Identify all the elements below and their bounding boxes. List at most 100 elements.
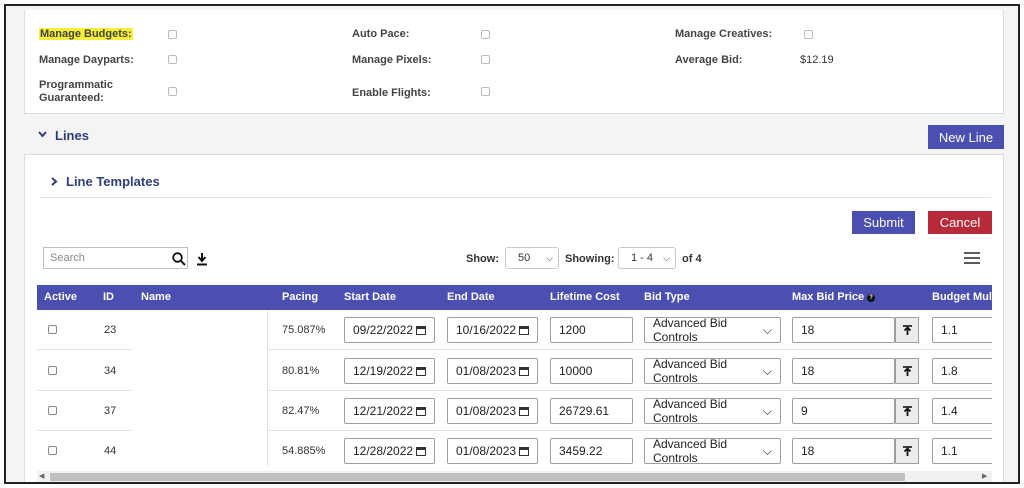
col-bid-type[interactable]: Bid Type xyxy=(644,291,690,303)
line-templates-toggle[interactable]: Line Templates xyxy=(51,174,160,189)
chevron-down-icon xyxy=(38,130,47,141)
calendar-icon[interactable] xyxy=(416,446,426,456)
col-end-date[interactable]: End Date xyxy=(447,291,495,303)
col-lifetime-cost[interactable]: Lifetime Cost xyxy=(550,291,620,303)
divider xyxy=(39,197,991,198)
lines-table: Active ID Name Pacing Start Date End Dat… xyxy=(37,285,992,467)
calendar-icon[interactable] xyxy=(519,366,529,376)
scroll-right-icon[interactable]: ▶ xyxy=(982,473,988,480)
col-pacing[interactable]: Pacing xyxy=(282,291,319,303)
search-icon[interactable] xyxy=(171,251,187,267)
budget-mult-input[interactable]: 1.4 xyxy=(932,398,992,424)
manage-creatives-checkbox[interactable] xyxy=(804,30,813,39)
auto-pace-label: Auto Pace: xyxy=(352,28,410,40)
chevron-down-icon: ⌵ xyxy=(762,403,772,418)
calendar-icon[interactable] xyxy=(416,325,426,335)
end-date-input[interactable]: 01/08/2023 xyxy=(447,398,538,424)
submit-button[interactable]: Submit xyxy=(852,211,915,234)
col-budget-mult[interactable]: Budget Mult xyxy=(932,291,992,303)
max-bid-input[interactable]: 18 xyxy=(792,317,895,343)
budget-mult-input[interactable]: 1.1 xyxy=(932,438,992,464)
lifetime-cost-input[interactable]: 10000 xyxy=(550,358,633,384)
bid-type-select[interactable]: Advanced Bid Controls ⌵ xyxy=(644,437,781,465)
page-size-value: 50 xyxy=(518,252,531,264)
start-date-input[interactable]: 12/21/2022 xyxy=(344,398,435,424)
manage-dayparts-checkbox[interactable] xyxy=(168,55,177,64)
max-bid-input[interactable]: 18 xyxy=(792,358,895,384)
row-pacing: 75.087% xyxy=(282,324,326,336)
start-date-input[interactable]: 12/28/2022 xyxy=(344,438,435,464)
bid-type-select[interactable]: Advanced Bid Controls ⌵ xyxy=(644,357,781,385)
max-bid-input[interactable]: 18 xyxy=(792,438,895,464)
manage-budgets-checkbox[interactable] xyxy=(168,30,177,39)
row-active-checkbox[interactable] xyxy=(48,406,57,415)
lifetime-cost-input[interactable]: 26729.61 xyxy=(550,398,633,424)
calendar-icon[interactable] xyxy=(519,325,529,335)
col-active[interactable]: Active xyxy=(44,291,78,303)
manage-pixels-label: Manage Pixels: xyxy=(352,54,432,66)
programmatic-guaranteed-label: Programmatic Guaranteed: xyxy=(39,79,113,104)
row-active-checkbox[interactable] xyxy=(48,446,57,455)
row-id: 37 xyxy=(104,405,117,417)
menu-icon[interactable] xyxy=(963,251,981,265)
calendar-icon[interactable] xyxy=(416,406,426,416)
upload-icon[interactable] xyxy=(895,438,919,464)
start-date-input[interactable]: 12/19/2022 xyxy=(344,358,435,384)
lifetime-cost-input[interactable]: 1200 xyxy=(550,317,633,343)
row-active-checkbox[interactable] xyxy=(48,325,57,334)
chevron-down-icon: ⌵ xyxy=(762,443,772,458)
auto-pace-checkbox[interactable] xyxy=(481,30,490,39)
chevron-down-icon: ⌵ xyxy=(546,252,553,263)
upload-icon[interactable] xyxy=(895,358,919,384)
table-row: 37 82.47% 12/21/2022 01/08/2023 26729.61… xyxy=(37,391,992,431)
start-date-input[interactable]: 09/22/2022 xyxy=(344,317,435,343)
end-date-input[interactable]: 01/08/2023 xyxy=(447,358,538,384)
horizontal-scrollbar[interactable]: ◀ ▶ xyxy=(37,471,992,482)
bid-type-select[interactable]: Advanced Bid Controls ⌵ xyxy=(644,316,781,344)
manage-dayparts-label: Manage Dayparts: xyxy=(39,54,134,66)
total-count: of 4 xyxy=(682,253,702,265)
upload-icon[interactable] xyxy=(895,398,919,424)
manage-pixels-checkbox[interactable] xyxy=(481,55,490,64)
calendar-icon[interactable] xyxy=(519,446,529,456)
row-id: 34 xyxy=(104,365,117,377)
row-id: 23 xyxy=(104,324,117,336)
upload-icon[interactable] xyxy=(895,317,919,343)
bid-type-select[interactable]: Advanced Bid Controls ⌵ xyxy=(644,397,781,425)
manage-budgets-label: Manage Budgets: xyxy=(39,28,133,40)
download-icon[interactable] xyxy=(195,251,209,267)
end-date-input[interactable]: 01/08/2023 xyxy=(447,438,538,464)
info-icon[interactable]: ? xyxy=(867,294,876,302)
budget-mult-input[interactable]: 1.1 xyxy=(932,317,992,343)
table-header: Active ID Name Pacing Start Date End Dat… xyxy=(37,285,992,310)
row-id: 44 xyxy=(104,445,117,457)
col-id[interactable]: ID xyxy=(103,291,114,303)
search-input[interactable]: Search xyxy=(43,247,188,269)
cancel-button[interactable]: Cancel xyxy=(928,211,992,234)
lines-toggle[interactable]: Lines xyxy=(38,128,89,143)
budget-mult-input[interactable]: 1.8 xyxy=(932,358,992,384)
scroll-left-icon[interactable]: ◀ xyxy=(39,473,45,480)
scrollbar-thumb[interactable] xyxy=(50,473,905,481)
new-line-button[interactable]: New Line xyxy=(928,125,1004,149)
row-active-checkbox[interactable] xyxy=(48,366,57,375)
show-label: Show: xyxy=(466,253,499,265)
row-pacing: 80.81% xyxy=(282,365,320,377)
programmatic-guaranteed-checkbox[interactable] xyxy=(168,87,177,96)
calendar-icon[interactable] xyxy=(416,366,426,376)
enable-flights-checkbox[interactable] xyxy=(481,87,490,96)
showing-range-select[interactable]: 1 - 4 ⌵ xyxy=(618,247,676,269)
manage-creatives-label: Manage Creatives: xyxy=(675,28,773,40)
calendar-icon[interactable] xyxy=(519,406,529,416)
max-bid-input[interactable]: 9 xyxy=(792,398,895,424)
col-max-bid-price[interactable]: Max Bid Price? xyxy=(792,291,876,303)
lifetime-cost-input[interactable]: 3459.22 xyxy=(550,438,633,464)
chevron-down-icon: ⌵ xyxy=(762,322,772,337)
enable-flights-label: Enable Flights: xyxy=(352,87,431,99)
col-start-date[interactable]: Start Date xyxy=(344,291,396,303)
end-date-input[interactable]: 10/16/2022 xyxy=(447,317,538,343)
page-size-select[interactable]: 50 ⌵ xyxy=(505,247,559,269)
col-name[interactable]: Name xyxy=(141,291,171,303)
showing-label: Showing: xyxy=(565,253,615,265)
lines-panel: Line Templates Submit Cancel Search Show… xyxy=(24,154,1004,482)
